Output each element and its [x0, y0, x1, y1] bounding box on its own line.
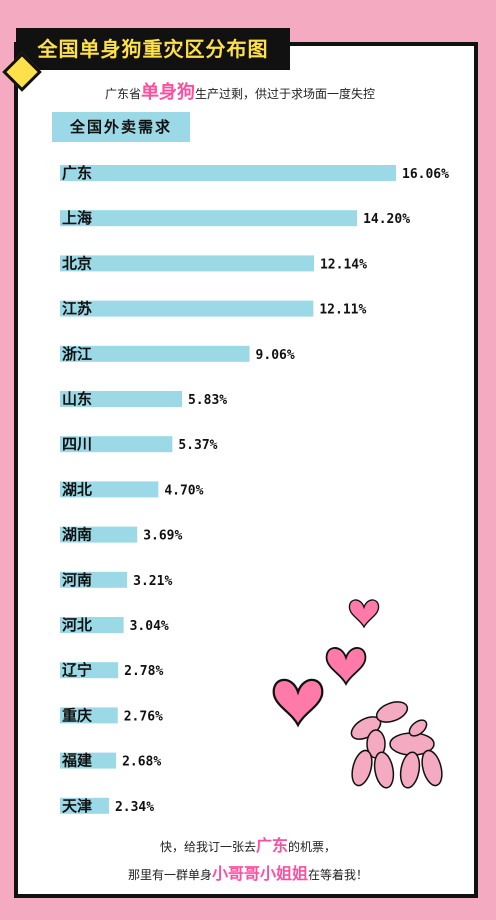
bar-6 [60, 436, 173, 453]
bar-4 [60, 345, 250, 362]
footer-line2-post: 在等着我！ [308, 868, 369, 882]
footer-line2-highlight: 小哥哥小姐姐 [211, 864, 308, 883]
category-label: 广东 [62, 164, 92, 182]
bar-7 [60, 481, 159, 498]
page-title: 全国单身狗重灾区分布图 [16, 28, 290, 70]
category-label: 河南 [62, 571, 92, 589]
value-label: 3.21% [133, 574, 172, 589]
category-label: 天津 [62, 797, 92, 815]
value-label: 2.34% [115, 800, 154, 815]
value-label: 5.83% [188, 393, 227, 408]
section-label: 全国外卖需求 [52, 112, 190, 142]
value-label: 12.11% [319, 303, 366, 318]
value-label: 12.14% [320, 257, 367, 272]
category-label: 北京 [62, 254, 92, 272]
bar-13 [60, 752, 117, 769]
category-label: 河北 [62, 616, 92, 634]
category-label: 福建 [61, 752, 93, 770]
category-label: 山东 [62, 390, 92, 408]
category-label: 浙江 [62, 345, 92, 363]
bar-14 [60, 797, 109, 814]
category-label: 湖北 [62, 480, 92, 498]
category-label: 上海 [62, 209, 92, 227]
subtitle-highlight: 单身狗 [141, 82, 195, 103]
bar-3 [60, 300, 314, 317]
bar-9 [60, 571, 128, 588]
category-label: 四川 [62, 435, 92, 453]
subtitle-pre: 广东省 [104, 87, 141, 101]
value-label: 2.76% [124, 709, 163, 724]
category-label: 湖南 [62, 526, 92, 544]
subtitle-post: 生产过剩，供过于求场面一度失控 [195, 87, 376, 101]
value-label: 9.06% [256, 348, 295, 363]
value-label: 3.69% [143, 529, 182, 544]
bar-8 [60, 526, 138, 543]
value-label: 2.78% [124, 664, 163, 679]
bar-12 [60, 707, 118, 724]
bar-11 [60, 662, 119, 679]
value-label: 14.20% [363, 212, 410, 227]
value-label: 4.70% [164, 483, 203, 498]
bar-2 [60, 255, 314, 272]
value-label: 16.06% [402, 167, 449, 182]
footer-line1: 快，给我订一张去广东的机票， [0, 832, 496, 856]
bar-0 [60, 165, 396, 181]
bar-1 [60, 210, 358, 227]
subtitle: 广东省单身狗生产过剩，供过于求场面一度失控 [60, 78, 420, 104]
category-label: 江苏 [62, 300, 92, 318]
footer-line2: 那里有一群单身小哥哥小姐姐在等着我！ [0, 860, 496, 884]
value-label: 3.04% [130, 619, 169, 634]
category-label: 重庆 [62, 706, 92, 724]
footer-line1-pre: 快，给我订一张去 [159, 840, 256, 854]
footer-line1-post: 的机票， [288, 840, 337, 854]
footer-line1-highlight: 广东 [255, 836, 288, 855]
value-label: 5.37% [178, 438, 217, 453]
value-label: 2.68% [122, 755, 161, 770]
bar-10 [60, 617, 124, 633]
category-label: 辽宁 [62, 661, 92, 679]
bar-5 [60, 391, 182, 407]
footer-line2-pre: 那里有一群单身 [127, 868, 212, 882]
